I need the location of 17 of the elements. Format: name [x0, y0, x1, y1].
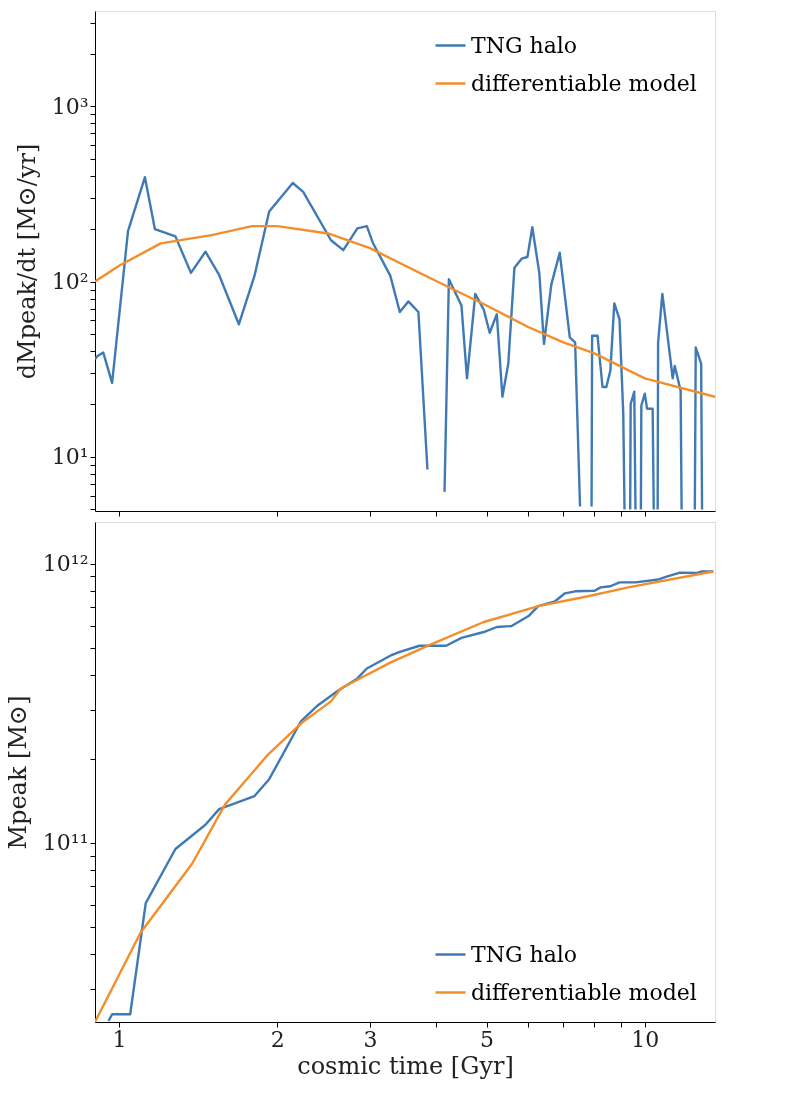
y-tick-label: 10²: [51, 269, 89, 295]
legend-label: differentiable model: [471, 979, 697, 1005]
x-tick-label: 10: [631, 1026, 660, 1052]
y-tick-label: 10¹¹: [42, 830, 89, 856]
x-tick-label: 2: [270, 1026, 285, 1052]
x-axis-title: cosmic time [Gyr]: [297, 1051, 514, 1080]
x-tick-label: 1: [112, 1026, 127, 1052]
y-tick-label: 10¹²: [42, 551, 89, 577]
y-tick-label: 10¹: [51, 444, 89, 470]
y-axis-title: Mpeak [M⊙]: [3, 695, 32, 850]
legend-label: TNG halo: [471, 32, 578, 58]
y-axis-title: dMpeak/dt [M⊙/yr]: [12, 143, 41, 380]
legend-label: differentiable model: [471, 70, 697, 96]
x-tick-label: 5: [480, 1026, 495, 1052]
y-tick-label: 10³: [51, 93, 89, 119]
legend-label: TNG halo: [471, 941, 578, 967]
x-tick-label: 3: [363, 1026, 378, 1052]
